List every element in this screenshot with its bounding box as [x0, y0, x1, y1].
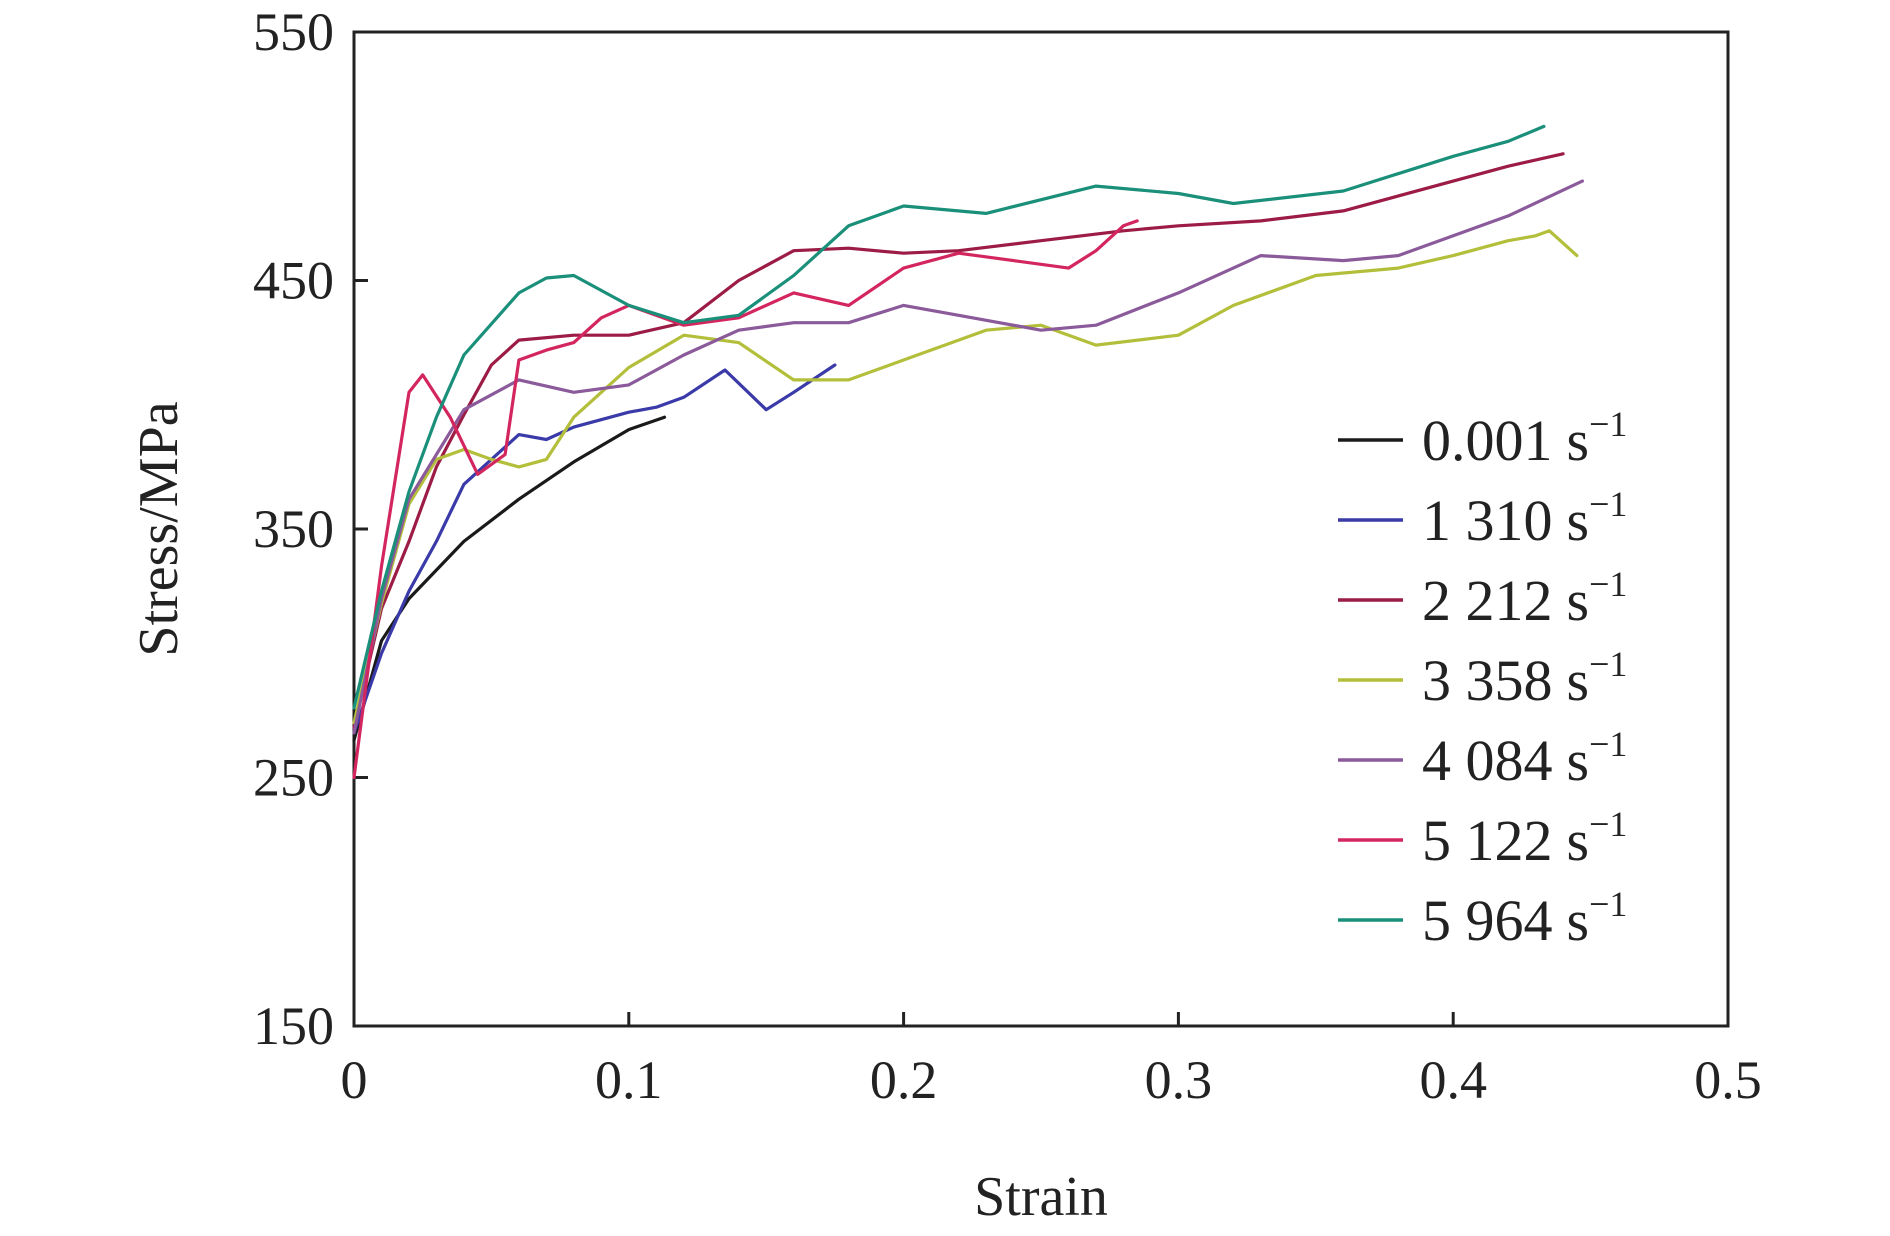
x-axis-title: Strain — [974, 1166, 1108, 1228]
legend-label: 1 310 — [1422, 488, 1553, 553]
legend-entry: 5 122 s−1 — [1422, 804, 1627, 873]
y-axis-title: Stress/MPa — [128, 401, 190, 656]
y-tick-label: 450 — [253, 251, 334, 311]
legend-exponent: −1 — [1589, 404, 1627, 444]
legend-unit: s — [1567, 408, 1590, 473]
legend-unit: s — [1567, 808, 1590, 873]
legend-entry: 3 358 s−1 — [1422, 644, 1627, 713]
legend-entry: 0.001 s−1 — [1422, 404, 1627, 473]
legend-exponent: −1 — [1589, 644, 1627, 684]
x-tick-label: 0.2 — [870, 1050, 938, 1110]
x-tick-label: 0.5 — [1694, 1050, 1762, 1110]
legend-label: 0.001 — [1422, 408, 1553, 473]
y-tick-label: 550 — [253, 2, 334, 62]
legend-exponent: −1 — [1589, 564, 1627, 604]
series-line-5 — [352, 219, 1139, 780]
legend-exponent: −1 — [1589, 884, 1627, 924]
legend-entry: 4 084 s−1 — [1422, 724, 1627, 793]
legend-unit: s — [1567, 568, 1590, 633]
legend-label: 3 358 — [1422, 648, 1553, 713]
legend-exponent: −1 — [1589, 484, 1627, 524]
legend-entry: 5 964 s−1 — [1422, 884, 1627, 953]
legend-unit: s — [1567, 728, 1590, 793]
x-tick-label: 0.3 — [1145, 1050, 1213, 1110]
legend-exponent: −1 — [1589, 804, 1627, 844]
legend-label: 4 084 — [1422, 728, 1553, 793]
x-tick-label: 0.4 — [1419, 1050, 1487, 1110]
legend-label: 5 964 — [1422, 888, 1553, 953]
series-line-1 — [352, 363, 837, 735]
series-group — [352, 124, 1584, 780]
series-line-3 — [352, 229, 1579, 725]
legend-label: 5 122 — [1422, 808, 1553, 873]
series-line-0 — [352, 415, 667, 742]
series-line-2 — [352, 152, 1565, 730]
legend-unit: s — [1567, 488, 1590, 553]
legend-entry: 1 310 s−1 — [1422, 484, 1627, 553]
series-line-4 — [352, 179, 1584, 735]
legend-unit: s — [1567, 648, 1590, 713]
series-line-6 — [352, 124, 1546, 710]
legend: 0.001 s−11 310 s−12 212 s−13 358 s−14 084 s−1… — [1338, 404, 1627, 953]
axis-ticks: 0 0.1 0.2 0.3 0.4 0.5 150 250 350 450 550 — [253, 2, 1762, 1110]
legend-unit: s — [1567, 888, 1590, 953]
legend-label: 2 212 — [1422, 568, 1553, 633]
legend-entry: 2 212 s−1 — [1422, 564, 1627, 633]
y-tick-label: 250 — [253, 748, 334, 808]
legend-exponent: −1 — [1589, 724, 1627, 764]
y-tick-label: 350 — [253, 499, 334, 559]
x-tick-label: 0 — [341, 1050, 368, 1110]
x-tick-label: 0.1 — [595, 1050, 663, 1110]
y-tick-label: 150 — [253, 996, 334, 1056]
